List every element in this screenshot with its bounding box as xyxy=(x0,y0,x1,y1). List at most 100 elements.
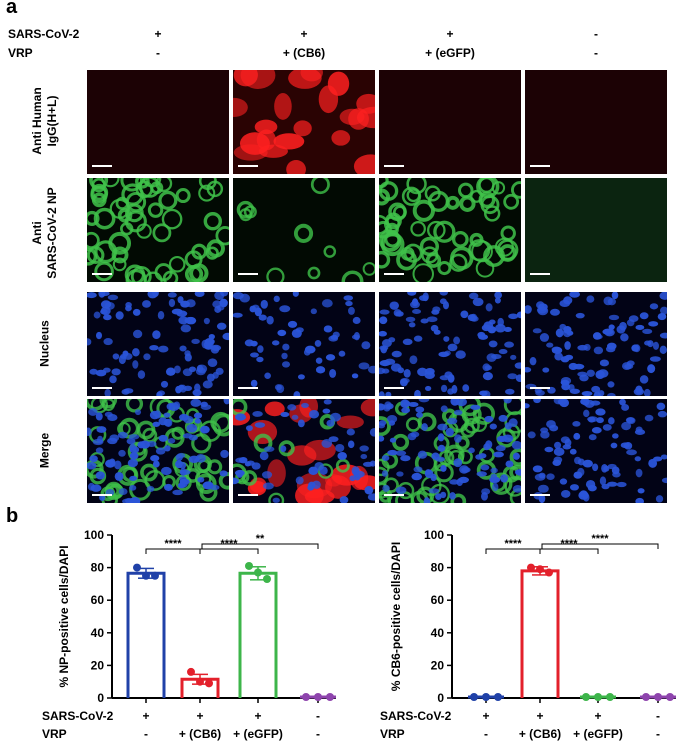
y-tick-label: 0 xyxy=(437,691,444,705)
data-point xyxy=(527,563,535,572)
row-label-line: Anti Human xyxy=(30,87,44,155)
data-point xyxy=(314,693,322,701)
significance-bracket xyxy=(541,543,659,549)
data-point xyxy=(205,679,213,688)
vrp-value-col2: + (CB6) xyxy=(282,46,326,60)
chart1-vrp-label: VRP xyxy=(42,727,67,741)
data-point xyxy=(470,693,478,701)
data-point xyxy=(494,693,502,701)
scale-bar xyxy=(238,494,258,496)
micrograph-r3-c2 xyxy=(233,292,375,396)
data-point xyxy=(536,565,544,574)
x-sars-value: + xyxy=(594,709,602,723)
significance-label: ** xyxy=(256,533,265,545)
data-point xyxy=(302,693,310,701)
y-tick-label: 0 xyxy=(97,691,104,705)
x-vrp-value: + (eGFP) xyxy=(233,727,283,741)
x-sars-value: + xyxy=(482,709,490,723)
x-vrp-value: - xyxy=(656,727,660,741)
data-point xyxy=(482,693,490,701)
x-sars-value: + xyxy=(536,709,544,723)
significance-bracket xyxy=(539,548,599,554)
row-label-merge: Merge xyxy=(10,399,80,501)
row-label-nucleus: Nucleus xyxy=(10,292,80,394)
scale-bar xyxy=(384,273,404,275)
data-point xyxy=(133,563,141,572)
panel-b-letter: b xyxy=(6,505,19,527)
scale-bar xyxy=(530,165,550,167)
y-axis-label: % CB6-positive cells/DAPI xyxy=(389,542,403,691)
y-tick-label: 100 xyxy=(84,528,104,542)
x-vrp-value: + (CB6) xyxy=(518,727,562,741)
x-vrp-value: - xyxy=(484,727,488,741)
x-sars-value: - xyxy=(656,709,660,723)
scale-bar xyxy=(384,387,404,389)
y-tick-label: 40 xyxy=(431,626,445,640)
y-tick-label: 100 xyxy=(424,528,444,542)
vrp-value-col4: - xyxy=(594,46,598,60)
micrograph-r1-c4 xyxy=(525,70,667,174)
micrograph-r2-c1 xyxy=(87,178,229,282)
data-point xyxy=(642,693,650,701)
chart2-sars-label: SARS-CoV-2 xyxy=(380,709,452,723)
sars-value-col4: - xyxy=(594,27,598,41)
data-point xyxy=(666,693,674,701)
x-sars-value: + xyxy=(254,709,262,723)
micrograph-r4-c2 xyxy=(233,399,375,503)
scale-bar xyxy=(92,387,112,389)
micrograph-r2-c2 xyxy=(233,178,375,282)
data-point xyxy=(326,693,334,701)
scale-bar xyxy=(384,165,404,167)
micrograph-r4-c1 xyxy=(87,399,229,503)
panel-a-letter: a xyxy=(6,0,18,18)
sars-value-col2: + xyxy=(300,27,308,41)
micrograph-r2-c4 xyxy=(525,178,667,282)
row-label-line: Anti xyxy=(30,221,44,245)
data-point xyxy=(594,693,602,701)
chart2-vrp-label: VRP xyxy=(380,727,405,741)
row-label-line: IgG(H+L) xyxy=(45,95,59,147)
bar xyxy=(126,571,166,698)
significance-label: **** xyxy=(164,538,182,550)
chart1-sars-label: SARS-CoV-2 xyxy=(42,709,114,723)
scale-bar xyxy=(530,494,550,496)
micrograph-r1-c1 xyxy=(87,70,229,174)
micrograph-r4-c3 xyxy=(379,399,521,503)
data-point xyxy=(142,571,150,580)
scale-bar xyxy=(238,165,258,167)
micrograph-r3-c4 xyxy=(525,292,667,396)
x-sars-value: + xyxy=(142,709,150,723)
y-tick-label: 20 xyxy=(91,658,105,672)
significance-bracket xyxy=(201,543,319,549)
row-label-line: SARS-CoV-2 NP xyxy=(45,187,59,279)
micrograph-r2-c3 xyxy=(379,178,521,282)
row-label-anti-human-igg: Anti Human IgG(H+L) xyxy=(10,70,80,172)
data-point xyxy=(545,568,553,577)
scale-bar xyxy=(92,494,112,496)
significance-bracket xyxy=(199,548,259,554)
cb6-positive-chart: 0 20 40 60 80 100 % CB6-positive cells/DAPI ***… xyxy=(389,528,676,705)
y-tick-label: 40 xyxy=(91,626,105,640)
scale-bar xyxy=(92,165,112,167)
micrograph-r1-c3 xyxy=(379,70,521,174)
x-vrp-value: - xyxy=(316,727,320,741)
row-label-anti-np: Anti SARS-CoV-2 NP xyxy=(10,178,80,288)
micrograph-r4-c4 xyxy=(525,399,667,503)
x-vrp-value: - xyxy=(144,727,148,741)
sars-value-col1: + xyxy=(154,27,162,41)
significance-label: **** xyxy=(504,538,522,550)
y-tick-label: 60 xyxy=(91,593,105,607)
vrp-value-col3: + (eGFP) xyxy=(425,46,475,60)
y-axis-label: % NP-positive cells/DAPI xyxy=(57,545,71,687)
micrograph-r3-c3 xyxy=(379,292,521,396)
data-point xyxy=(196,677,204,686)
micrograph-r1-c2 xyxy=(233,70,375,174)
data-point xyxy=(245,561,253,570)
row-label-line: Nucleus xyxy=(37,320,52,367)
scale-bar xyxy=(530,387,550,389)
micrograph-r3-c1 xyxy=(87,292,229,396)
y-tick-label: 80 xyxy=(91,561,105,575)
significance-label: **** xyxy=(591,533,609,545)
data-point xyxy=(187,667,195,676)
